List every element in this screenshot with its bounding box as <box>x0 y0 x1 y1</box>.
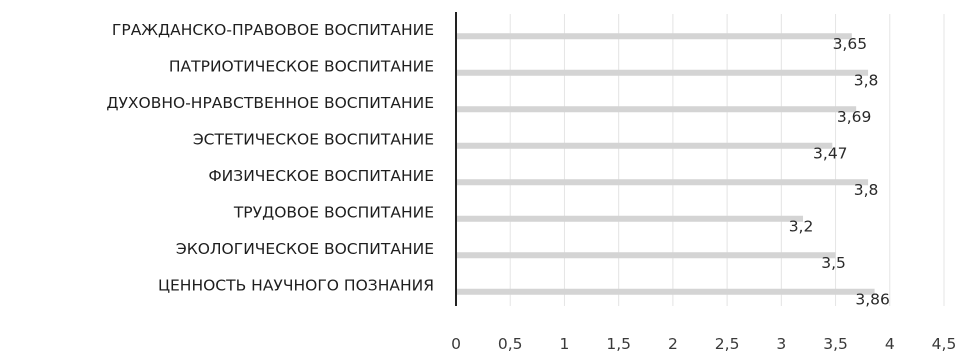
x-tick-label: 0 <box>451 335 461 353</box>
x-tick-label: 3,5 <box>823 335 848 353</box>
x-tick-label: 4,5 <box>932 335 957 353</box>
x-tick-label: 1 <box>560 335 570 353</box>
x-tick-label: 3 <box>776 335 786 353</box>
category-label: ДУХОВНО-НРАВСТВЕННОЕ ВОСПИТАНИЕ <box>106 94 434 112</box>
x-tick-label: 4 <box>885 335 895 353</box>
data-label: 3,86 <box>855 290 890 308</box>
bar <box>456 179 869 186</box>
bar <box>456 288 875 295</box>
bar <box>456 69 869 76</box>
category-label: ЭКОЛОГИЧЕСКОЕ ВОСПИТАНИЕ <box>176 240 434 258</box>
x-tick-label: 2 <box>668 335 678 353</box>
gridlines <box>509 14 945 306</box>
x-tick-label: 1,5 <box>606 335 631 353</box>
category-label: ПАТРИОТИЧЕСКОЕ ВОСПИТАНИЕ <box>169 57 434 75</box>
category-label: ФИЗИЧЕСКОЕ ВОСПИТАНИЕ <box>208 167 434 185</box>
category-label: ТРУДОВОЕ ВОСПИТАНИЕ <box>233 203 434 221</box>
data-label: 3,8 <box>854 71 879 89</box>
data-label: 3,47 <box>813 144 848 162</box>
category-label: ЭСТЕТИЧЕСКОЕ ВОСПИТАНИЕ <box>193 130 434 148</box>
x-tick-label: 2,5 <box>715 335 740 353</box>
bar <box>456 142 833 149</box>
data-labels: 3,65 3,8 3,69 3,47 3,8 3,2 3,5 3,86 <box>789 35 890 309</box>
data-label: 3,69 <box>837 108 872 126</box>
data-label: 3,5 <box>821 254 846 272</box>
x-axis-tick-labels: 0 0,5 1 1,5 2 2,5 3 3,5 4 4,5 <box>451 335 956 353</box>
bar <box>456 252 836 259</box>
data-label: 3,8 <box>854 181 879 199</box>
data-label: 3,65 <box>833 35 868 53</box>
bar <box>456 106 857 113</box>
bar <box>456 215 804 222</box>
category-labels: ГРАЖДАНСКО-ПРАВОВОЕ ВОСПИТАНИЕ ПАТРИОТИЧЕ… <box>106 21 434 295</box>
bars <box>456 33 875 295</box>
x-tick-label: 0,5 <box>498 335 523 353</box>
data-label: 3,2 <box>789 217 814 235</box>
bar <box>456 33 852 40</box>
category-label: ГРАЖДАНСКО-ПРАВОВОЕ ВОСПИТАНИЕ <box>112 21 434 39</box>
category-label: ЦЕННОСТЬ НАУЧНОГО ПОЗНАНИЯ <box>158 276 434 294</box>
